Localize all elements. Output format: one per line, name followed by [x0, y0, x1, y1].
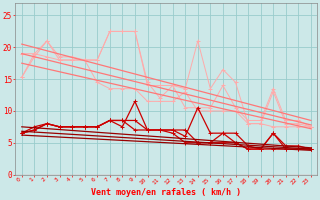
X-axis label: Vent moyen/en rafales ( km/h ): Vent moyen/en rafales ( km/h )	[92, 188, 241, 197]
